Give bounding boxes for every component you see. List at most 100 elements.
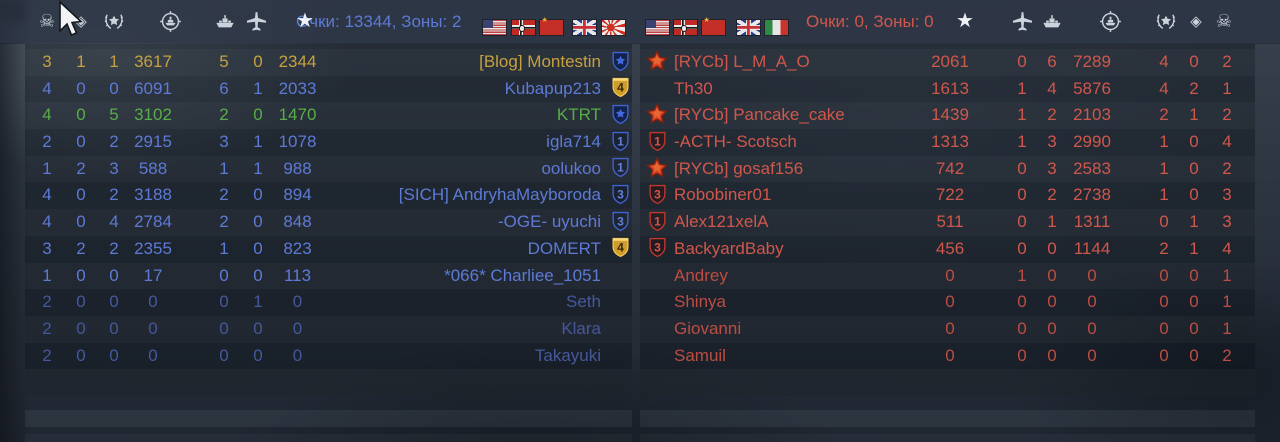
stat-cell-skull: 2: [1222, 345, 1232, 365]
stat-cell-skull: 2: [1222, 158, 1232, 178]
stat-cell-wreath: 0: [109, 78, 119, 98]
stat-cell-wreath: 2: [1159, 238, 1169, 258]
stat-cell-star: 0: [945, 345, 955, 365]
red-shield-badge-1-icon: 1: [646, 129, 668, 156]
gold-shield-badge-4-icon: 4: [609, 76, 631, 103]
stat-cell-skull: 4: [42, 185, 52, 205]
flag-italy-icon: [765, 20, 788, 35]
right-team-rows: [RYCb] L_M_A_O 2061 0 6 7289 4 0 2 Th30 1613 1 4 587…: [640, 49, 1255, 396]
player-name[interactable]: Samuil: [674, 345, 726, 365]
stat-cell-plane: 0: [1017, 158, 1027, 178]
stat-cell-plane: 0: [1017, 238, 1027, 258]
flag-usa-icon: [646, 20, 669, 35]
boat-icon: [1041, 0, 1063, 43]
player-name[interactable]: igla714: [546, 132, 601, 152]
stat-cell-plane: 0: [1017, 185, 1027, 205]
boat-icon: [214, 0, 236, 43]
stat-cell-plane: 0: [253, 52, 263, 71]
svg-text:1: 1: [617, 134, 624, 148]
stat-cell-diamond: 0: [76, 105, 86, 125]
no-badge: [646, 289, 668, 316]
empty-panel-strip: [640, 434, 1255, 442]
flag-ussr-icon: [702, 16, 725, 35]
stat-cell-diamond: 2: [76, 158, 86, 178]
stat-cell-target-ship: 2738: [1073, 185, 1111, 205]
player-name[interactable]: [RYCb] gosaf156: [674, 158, 804, 178]
stat-cell-boat: 2: [219, 105, 229, 125]
player-name[interactable]: -ACTH- Scotsch: [674, 132, 797, 152]
player-name[interactable]: [RYCb] Pancake_cake: [674, 105, 845, 125]
stat-cell-diamond: 0: [76, 185, 86, 205]
red-star-badge-icon: [646, 102, 668, 129]
left-team-score-text: Очки: 13344, Зоны: 2: [296, 12, 462, 31]
player-name[interactable]: *066* Charliee_1051: [444, 265, 601, 285]
player-row: Andrey 0 1 0 0 0 0 1: [640, 263, 1255, 290]
empty-panel-strip: [640, 410, 1255, 427]
stat-cell-star: 988: [283, 158, 312, 178]
blue-star-shield-badge-icon: [609, 102, 631, 129]
no-badge: [609, 263, 631, 290]
left-team-rows: [Blog] Montestin 3 1 1 3617 5 0 2344 Kubapup213 4…: [25, 49, 632, 396]
player-name[interactable]: Klara: [561, 318, 601, 338]
stat-cell-star: 1313: [931, 132, 969, 152]
stat-cell-skull: 3: [42, 238, 52, 258]
stat-cell-plane: 0: [253, 212, 263, 232]
red-star-badge-icon: [646, 156, 668, 183]
stat-cell-boat: 2: [1047, 185, 1057, 205]
player-name[interactable]: Th30: [674, 78, 713, 98]
stat-cell-skull: 1: [1222, 292, 1232, 312]
diamond-icon: ◈: [1190, 13, 1202, 30]
player-name[interactable]: Takayuki: [534, 345, 601, 365]
player-name[interactable]: DOMERT: [527, 238, 601, 258]
right-team-table: [RYCb] L_M_A_O 2061 0 6 7289 4 0 2 Th30 1613 1 4 587…: [640, 44, 1255, 396]
stat-cell-boat: 6: [219, 78, 229, 98]
stat-cell-plane: 1: [253, 78, 263, 98]
player-name[interactable]: Giovanni: [674, 318, 742, 338]
stat-cell-boat: 0: [219, 345, 229, 365]
player-name[interactable]: Andrey: [674, 265, 728, 285]
player-name[interactable]: [RYCb] L_M_A_O: [674, 52, 810, 71]
stat-cell-diamond: 0: [76, 78, 86, 98]
no-badge: [646, 263, 668, 290]
right-team-score-text: Очки: 0, Зоны: 0: [806, 12, 934, 31]
stat-cell-wreath: 0: [109, 345, 119, 365]
empty-row: [25, 369, 632, 396]
stat-cell-star: 0: [945, 292, 955, 312]
player-row: oolukoo 1 1 2 3 588 1 1 988: [25, 156, 632, 183]
flag-germany-icon: [674, 20, 697, 35]
stat-cell-wreath: 0: [1159, 265, 1169, 285]
player-name[interactable]: Robobiner01: [674, 185, 772, 205]
plane-icon: [245, 0, 267, 43]
stat-cell-star: 848: [283, 212, 312, 232]
player-name[interactable]: oolukoo: [541, 158, 601, 178]
player-name[interactable]: KTRT: [556, 105, 601, 125]
player-name[interactable]: BackyardBaby: [674, 238, 784, 258]
stat-cell-boat: 3: [1047, 158, 1057, 178]
stat-cell-target-ship: 0: [1087, 265, 1097, 285]
stat-cell-diamond: 0: [76, 265, 86, 285]
stat-cell-star: 0: [292, 345, 303, 365]
stat-cell-skull: 3: [1222, 212, 1232, 232]
stat-cell-diamond: 0: [1189, 158, 1199, 178]
player-name[interactable]: Seth: [566, 292, 601, 312]
blue-shield-badge-1-icon: 1: [609, 156, 631, 183]
stat-cell-plane: 0: [1017, 52, 1027, 71]
player-name[interactable]: [SICH] AndryhaMayboroda: [398, 185, 601, 205]
stat-cell-target-ship: 7289: [1073, 52, 1111, 71]
player-name[interactable]: [Blog] Montestin: [479, 52, 601, 71]
player-name[interactable]: Shinya: [674, 292, 726, 312]
player-name[interactable]: Kubapup213: [504, 78, 601, 98]
star-icon: ★: [296, 10, 314, 32]
stat-cell-star: 113: [283, 265, 312, 285]
skull-icon: ☠: [38, 11, 56, 31]
stat-cell-plane: 0: [253, 185, 263, 205]
stat-cell-skull: 2: [42, 292, 52, 312]
player-name[interactable]: Alex121xelA: [674, 212, 769, 232]
stat-cell-skull: 1: [1222, 78, 1232, 98]
stat-cell-plane: 1: [1017, 105, 1027, 125]
stat-cell-diamond: 1: [1189, 238, 1199, 258]
blue-shield-badge-3-icon: 3: [609, 182, 631, 209]
stat-cell-plane: 0: [253, 105, 263, 125]
stat-cell-target-ship: 0: [148, 318, 158, 338]
player-name[interactable]: -OGE- uyuchi: [498, 212, 601, 232]
